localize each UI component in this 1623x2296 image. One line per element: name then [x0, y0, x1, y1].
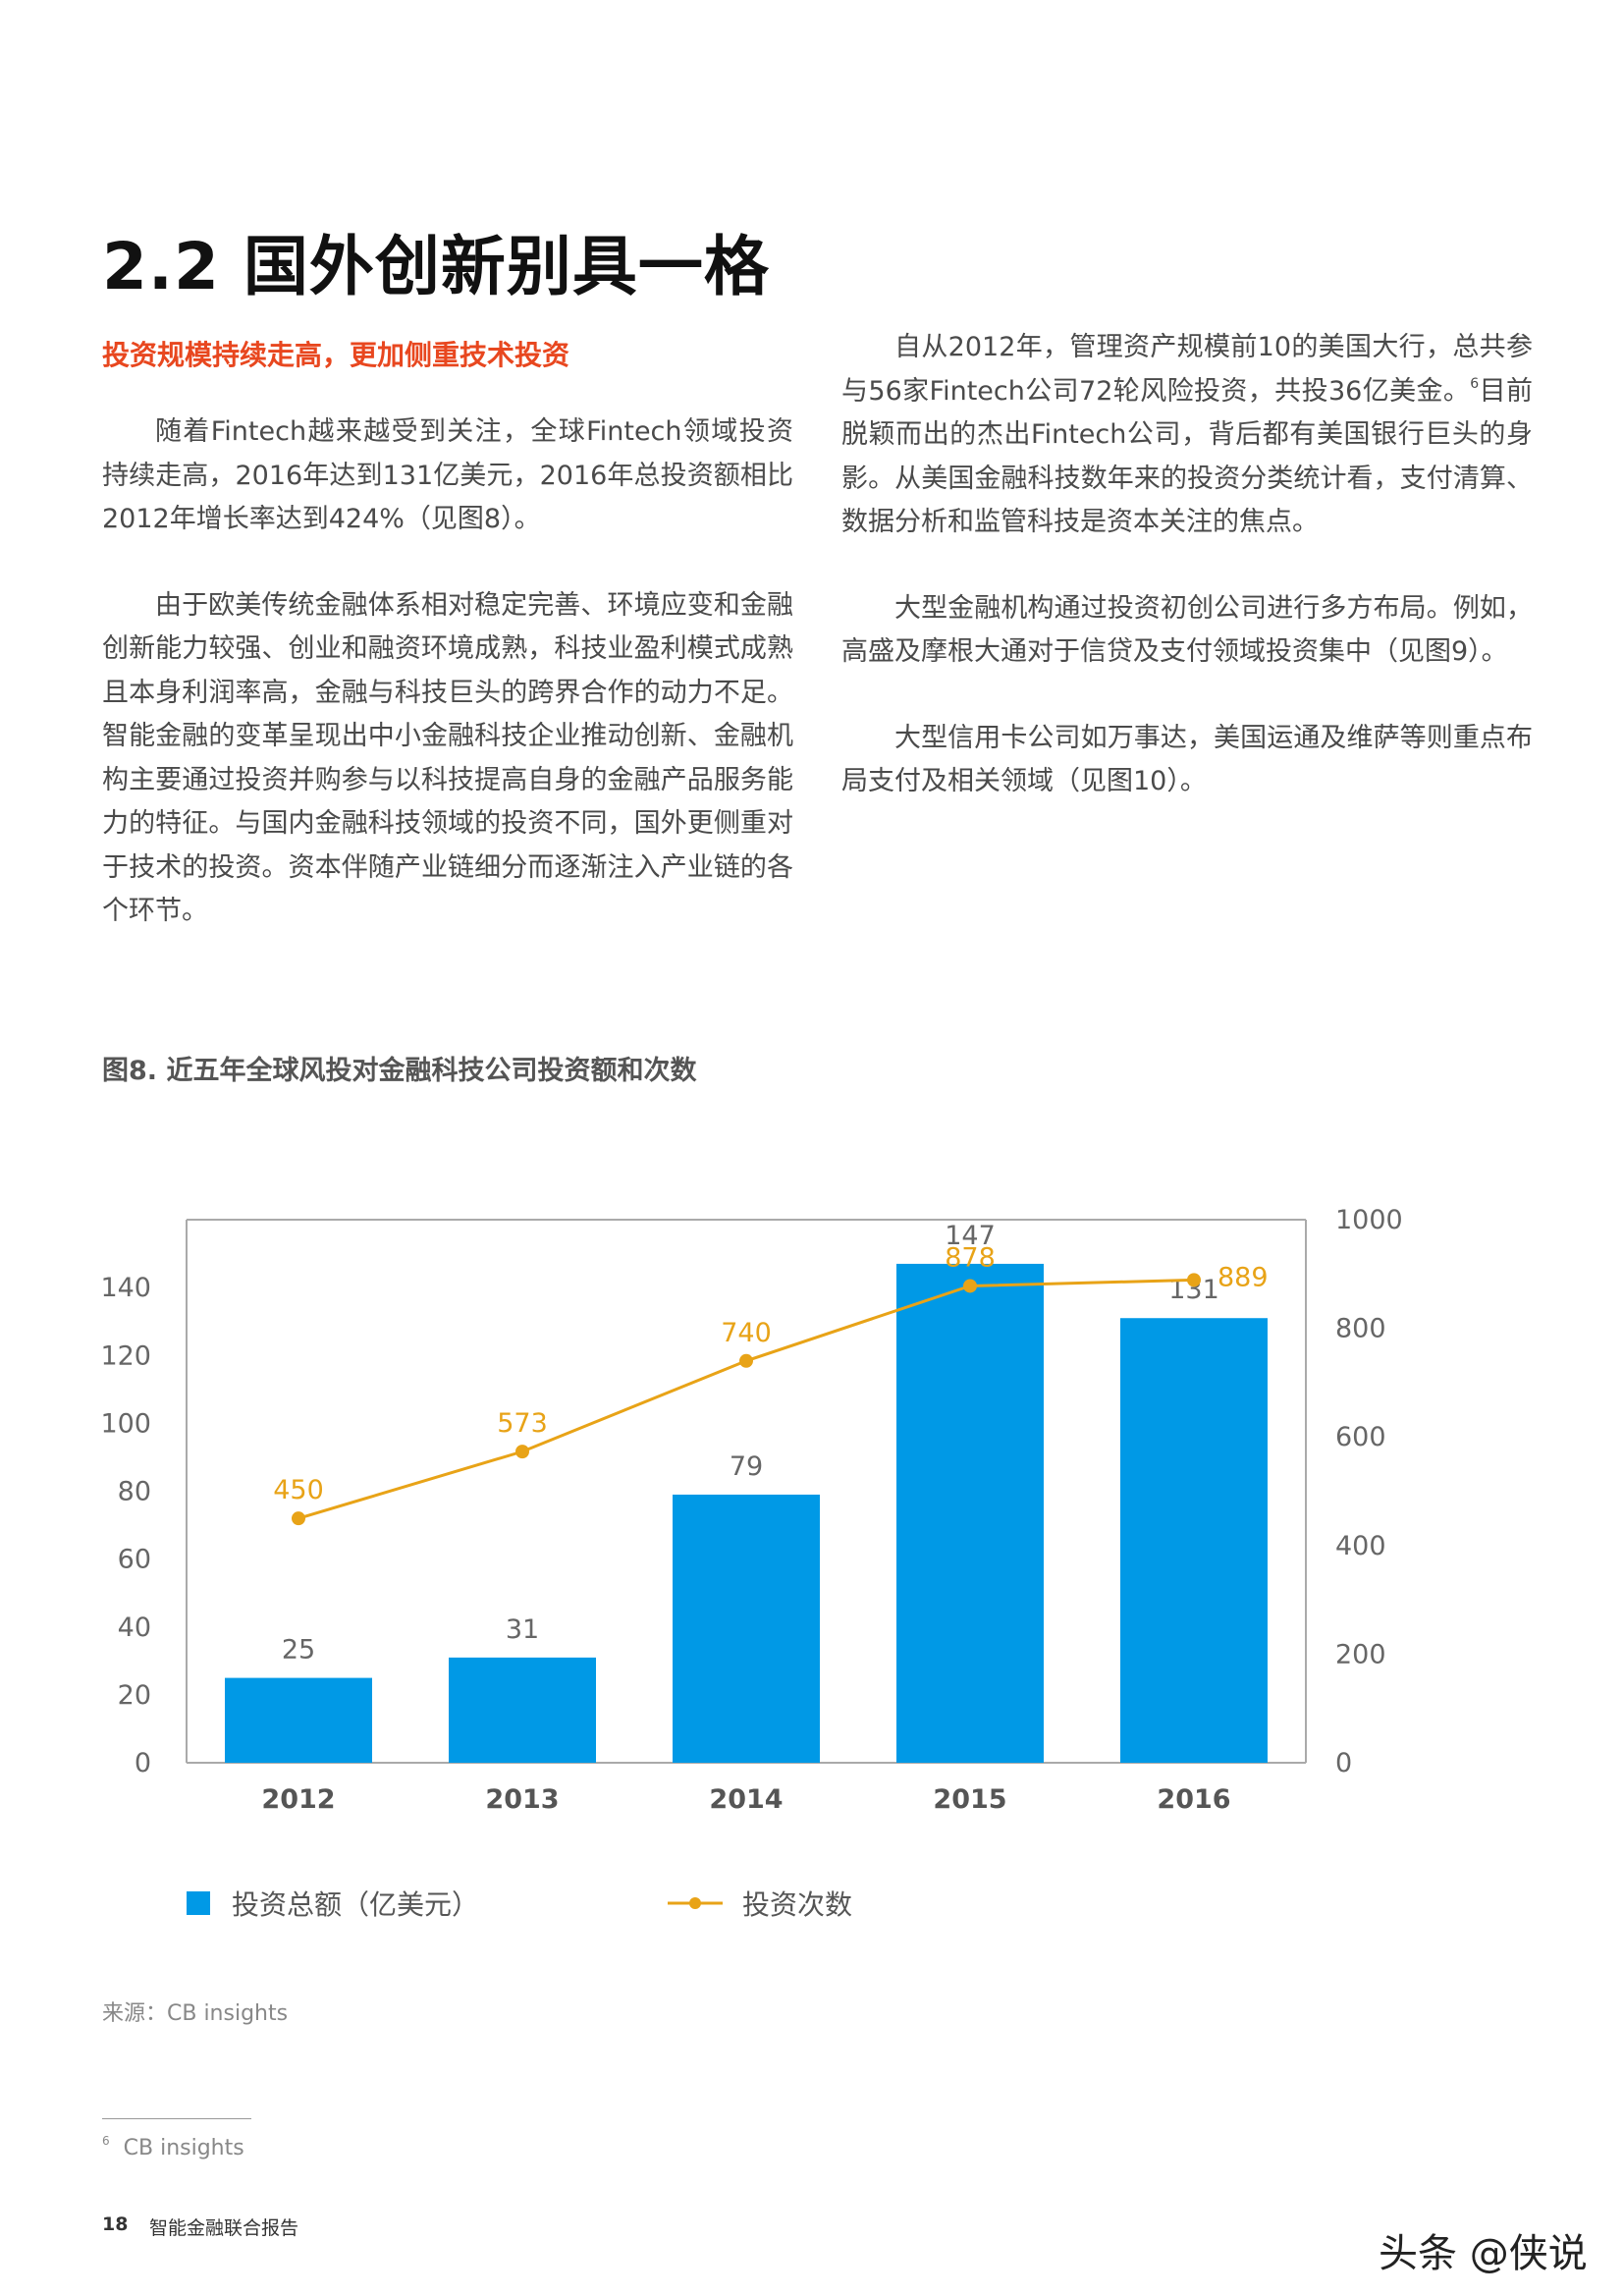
category-label: 2015 [933, 1784, 1006, 1815]
right-axis-tick-label: 600 [1335, 1422, 1386, 1452]
bar-2014 [673, 1494, 820, 1763]
legend-line-swatch [668, 1897, 723, 1909]
left-axis-tick-label: 20 [118, 1680, 151, 1711]
bar-series [225, 1263, 1268, 1763]
bar-2016 [1120, 1318, 1268, 1763]
figure-title: 图8. 近五年全球风投对金融科技公司投资额和次数 [102, 1056, 697, 1086]
right-axis-tick-label: 0 [1335, 1748, 1352, 1778]
line-point-2016 [1187, 1273, 1201, 1287]
category-label: 2014 [709, 1784, 783, 1815]
paragraph: 大型信用卡公司如万事达，美国运通及维萨等则重点布局支付及相关领域（见图10）。 [841, 722, 1533, 797]
right-axis-tick-label: 1000 [1335, 1205, 1403, 1235]
right-axis-tick-label: 800 [1335, 1314, 1386, 1344]
right-axis-tick-label: 400 [1335, 1531, 1386, 1561]
line-point-2013 [515, 1445, 529, 1459]
footnote-marker: 6 [102, 2134, 110, 2148]
bar-2013 [449, 1657, 596, 1763]
left-axis-tick-label: 0 [135, 1748, 151, 1778]
page-number: 18 [102, 2214, 129, 2235]
section-title: 2.2 国外创新别具一格 [102, 229, 770, 304]
footnote-divider [102, 2118, 251, 2119]
bar-value-label: 79 [730, 1451, 763, 1482]
left-axis-tick-label: 100 [100, 1408, 151, 1439]
section-subheading: 投资规模持续走高，更加侧重技术投资 [102, 339, 570, 371]
body-right-column: 自从2012年，管理资产规模前10的美国大行，总共参与56家Fintech公司7… [841, 326, 1533, 804]
paragraph: 随着Fintech越来越受到关注，全球Fintech领域投资持续走高，2016年… [102, 416, 793, 534]
left-axis-tick-label: 140 [100, 1273, 151, 1303]
footnote-reference[interactable]: 6 [1470, 375, 1480, 392]
bar-value-label: 147 [945, 1221, 996, 1251]
body-left-column: 随着Fintech越来越受到关注，全球Fintech领域投资持续走高，2016年… [102, 410, 793, 934]
combo-chart: 0 20 40 60 80 100 120 140 0 200 400 600 800 1000 25 3… [100, 1205, 1403, 1815]
left-axis-tick-label: 60 [118, 1545, 151, 1575]
left-axis-tick-label: 120 [100, 1340, 151, 1371]
legend-line-label: 投资次数 [742, 1888, 853, 1921]
category-label: 2016 [1157, 1784, 1230, 1815]
right-axis: 0 200 400 600 800 1000 [1335, 1205, 1403, 1778]
line-labels: 450 573 740 878 889 [273, 1242, 1268, 1505]
line-value-label: 450 [273, 1475, 324, 1505]
line-point-2015 [963, 1279, 977, 1293]
bar-value-label: 31 [506, 1614, 539, 1645]
line-point-2012 [292, 1511, 305, 1526]
paragraph-text: 自从2012年，管理资产规模前10的美国大行，总共参与56家Fintech公司7… [841, 332, 1533, 407]
footnote-text: CB insights [123, 2136, 244, 2160]
line-point-2014 [739, 1353, 753, 1368]
category-label: 2012 [261, 1784, 335, 1815]
left-axis-tick-label: 80 [118, 1477, 151, 1507]
line-series [292, 1273, 1201, 1526]
left-axis-tick-label: 40 [118, 1613, 151, 1643]
category-label: 2013 [485, 1784, 559, 1815]
bar-2015 [896, 1263, 1044, 1763]
bar-2012 [225, 1677, 372, 1763]
paragraph: 自从2012年，管理资产规模前10的美国大行，总共参与56家Fintech公司7… [841, 326, 1533, 545]
watermark: 头条 @侠说 [1379, 2231, 1588, 2276]
left-axis: 0 20 40 60 80 100 120 140 [100, 1273, 151, 1778]
line-value-label: 740 [721, 1318, 772, 1348]
line-value-label: 889 [1217, 1262, 1269, 1292]
legend-bar-label: 投资总额（亿美元） [232, 1888, 480, 1921]
bar-value-label: 25 [282, 1635, 315, 1666]
footnote: 6 CB insights [102, 2134, 244, 2160]
paragraph: 大型金融机构通过投资初创公司进行多方布局。例如，高盛及摩根大通对于信贷及支付领域… [841, 592, 1533, 668]
paragraph-text: 目前脱颖而出的杰出Fintech公司，背后都有美国银行巨头的身影。从美国金融科技… [841, 375, 1534, 538]
legend-bar-swatch [187, 1891, 210, 1915]
right-axis-tick-label: 200 [1335, 1639, 1386, 1669]
line-value-label: 573 [497, 1408, 548, 1439]
figure-source: 来源：CB insights [102, 2001, 289, 2026]
line-value-label: 878 [945, 1242, 996, 1273]
report-name: 智能金融联合报告 [149, 2217, 299, 2239]
line-path [298, 1278, 1195, 1520]
category-labels: 2012 2013 2014 2015 2016 [261, 1784, 1230, 1815]
paragraph: 由于欧美传统金融体系相对稳定完善、环境应变和金融创新能力较强、创业和融资环境成熟… [102, 589, 793, 927]
